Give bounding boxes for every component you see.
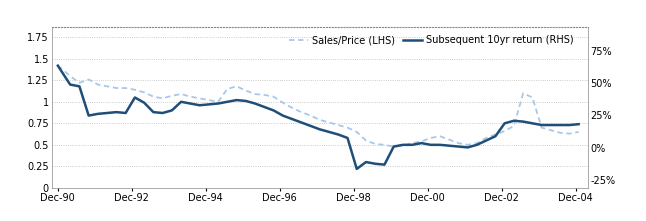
Subsequent 10yr return (RHS) [417, 142, 425, 145]
Subsequent 10yr return (RHS) [54, 64, 62, 67]
Sales/Price (LHS) [196, 97, 203, 100]
Sales/Price (LHS) [417, 140, 425, 143]
Line: Sales/Price (LHS): Sales/Price (LHS) [58, 66, 579, 147]
Sales/Price (LHS) [85, 78, 92, 81]
Sales/Price (LHS) [390, 145, 397, 148]
Sales/Price (LHS) [54, 64, 62, 67]
Subsequent 10yr return (RHS) [85, 114, 92, 117]
Subsequent 10yr return (RHS) [575, 123, 583, 126]
Subsequent 10yr return (RHS) [353, 168, 360, 170]
Subsequent 10yr return (RHS) [279, 114, 287, 117]
Legend: Sales/Price (LHS), Subsequent 10yr return (RHS): Sales/Price (LHS), Subsequent 10yr retur… [285, 31, 578, 49]
Sales/Price (LHS) [575, 131, 583, 133]
Sales/Price (LHS) [427, 137, 435, 139]
Line: Subsequent 10yr return (RHS): Subsequent 10yr return (RHS) [58, 66, 579, 169]
Sales/Price (LHS) [279, 101, 287, 104]
Subsequent 10yr return (RHS) [196, 104, 203, 107]
Sales/Price (LHS) [76, 82, 83, 84]
Subsequent 10yr return (RHS) [76, 85, 83, 88]
Subsequent 10yr return (RHS) [427, 143, 435, 146]
